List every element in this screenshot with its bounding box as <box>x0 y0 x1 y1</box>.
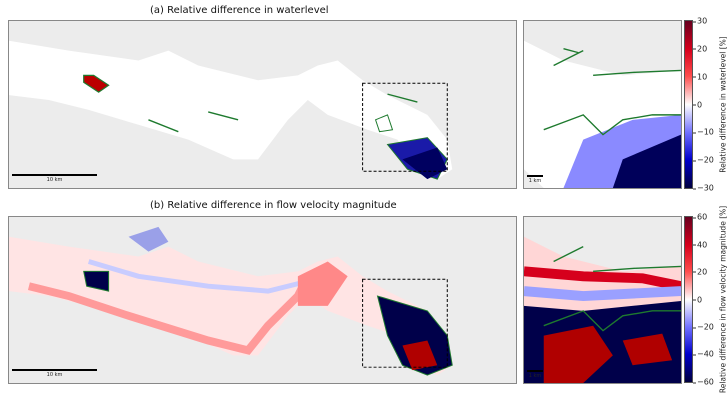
inset-scale-bar: 1 km <box>527 175 543 184</box>
panel-b-main-map: 10 km <box>8 216 517 384</box>
scale-label: 10 km <box>12 372 97 378</box>
velocity-map <box>9 217 516 383</box>
tick: −60 <box>697 378 714 387</box>
colorbar-a-label: Relative difference in waterlevel [%] <box>719 20 727 190</box>
tick: 20 <box>697 44 707 53</box>
waterlevel-colorbar: 30 20 10 0 −10 −20 −30 <box>684 20 693 189</box>
tick: −30 <box>697 184 714 193</box>
panel-a-inset-map: 1 km <box>523 20 682 189</box>
velocity-colorbar: 60 40 20 0 −20 −40 −60 <box>684 216 693 383</box>
tick: 40 <box>697 240 707 249</box>
colorbar-b-label: Relative difference in flow velocity mag… <box>719 195 727 405</box>
tick: −10 <box>697 128 714 137</box>
tick: −20 <box>697 156 714 165</box>
waterlevel-map <box>9 21 516 188</box>
tick: 30 <box>697 17 707 26</box>
velocity-inset <box>524 217 681 383</box>
scale-label: 10 km <box>12 177 97 183</box>
inset-scale-label: 1 km <box>527 178 543 184</box>
scale-bar: 10 km <box>12 369 97 378</box>
tick: 0 <box>697 100 702 109</box>
inset-scale-label: 1 km <box>527 373 543 379</box>
tick: −40 <box>697 350 714 359</box>
tick: −20 <box>697 323 714 332</box>
panel-b-title: (b) Relative difference in flow velocity… <box>150 200 397 211</box>
tick: 20 <box>697 267 707 276</box>
panel-b-inset-map: 1 km <box>523 216 682 384</box>
panel-a-title: (a) Relative difference in waterlevel <box>150 5 329 16</box>
waterlevel-inset <box>524 21 681 188</box>
scale-bar: 10 km <box>12 174 97 183</box>
inset-scale-bar: 1 km <box>527 370 543 379</box>
panel-a-main-map: 10 km <box>8 20 517 189</box>
tick: 60 <box>697 213 707 222</box>
tick: 10 <box>697 72 707 81</box>
tick: 0 <box>697 295 702 304</box>
